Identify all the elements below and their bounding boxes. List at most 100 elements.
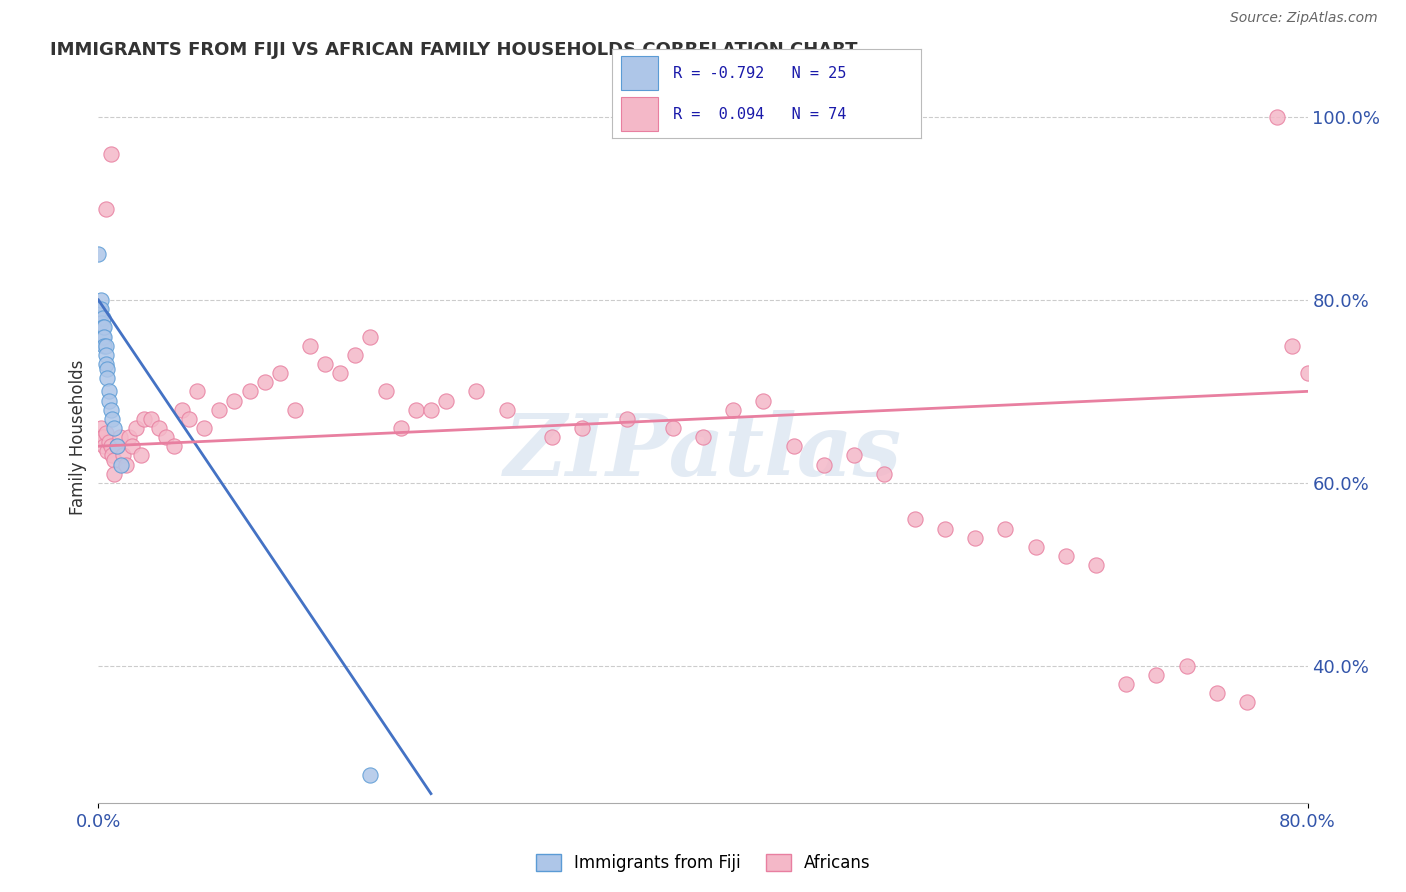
Point — [98, 434, 121, 449]
Text: R = -0.792   N = 25: R = -0.792 N = 25 — [673, 66, 846, 80]
Point — [98, 384, 121, 399]
Text: R =  0.094   N = 74: R = 0.094 N = 74 — [673, 107, 846, 121]
Point — [405, 402, 427, 417]
Point — [125, 421, 148, 435]
Point — [1296, 366, 1319, 380]
Bar — [621, 97, 658, 131]
Point — [616, 411, 638, 425]
Point — [1054, 549, 1077, 563]
Point — [1144, 667, 1167, 681]
Point — [239, 384, 262, 399]
Point — [93, 339, 115, 353]
Y-axis label: Family Households: Family Households — [69, 359, 87, 515]
Point — [783, 439, 806, 453]
Point — [89, 430, 111, 444]
Point — [118, 430, 141, 444]
Point — [91, 329, 114, 343]
Point — [90, 316, 112, 330]
Point — [93, 329, 115, 343]
Text: ZIPatlas: ZIPatlas — [503, 410, 903, 493]
Point — [163, 439, 186, 453]
Point — [96, 443, 118, 458]
Point — [100, 146, 122, 161]
Point — [360, 329, 382, 343]
Point — [344, 348, 367, 362]
Point — [1206, 686, 1229, 700]
Point — [186, 384, 208, 399]
Point — [360, 768, 382, 782]
Point — [253, 376, 276, 390]
Point — [155, 430, 177, 444]
Point — [299, 339, 322, 353]
Point — [904, 512, 927, 526]
Point — [1175, 658, 1198, 673]
Point — [723, 402, 745, 417]
Point — [389, 421, 412, 435]
Point — [94, 202, 117, 216]
Point — [94, 425, 117, 440]
Point — [434, 393, 457, 408]
Point — [179, 411, 201, 425]
Point — [90, 293, 112, 307]
Point — [1236, 695, 1258, 709]
Point — [314, 357, 336, 371]
Point — [87, 247, 110, 261]
Point — [844, 449, 866, 463]
Legend: Immigrants from Fiji, Africans: Immigrants from Fiji, Africans — [529, 847, 877, 879]
Point — [90, 421, 112, 435]
Point — [96, 361, 118, 376]
Point — [108, 430, 131, 444]
Point — [114, 458, 136, 472]
Text: Source: ZipAtlas.com: Source: ZipAtlas.com — [1230, 12, 1378, 25]
Text: IMMIGRANTS FROM FIJI VS AFRICAN FAMILY HOUSEHOLDS CORRELATION CHART: IMMIGRANTS FROM FIJI VS AFRICAN FAMILY H… — [51, 41, 858, 59]
Point — [1024, 540, 1046, 554]
Point — [465, 384, 488, 399]
Point — [91, 311, 114, 326]
Point — [103, 421, 125, 435]
Point — [873, 467, 896, 481]
Point — [813, 458, 835, 472]
Point — [100, 402, 122, 417]
Point — [752, 393, 775, 408]
Point — [121, 439, 143, 453]
Point — [284, 402, 307, 417]
Point — [94, 339, 117, 353]
Point — [105, 439, 128, 453]
Point — [374, 384, 396, 399]
Point — [1267, 110, 1289, 124]
Point — [934, 521, 956, 535]
Point — [224, 393, 246, 408]
Point — [93, 320, 115, 334]
Point — [208, 402, 231, 417]
Point — [90, 301, 112, 317]
Point — [89, 311, 111, 326]
Point — [269, 366, 291, 380]
Point — [193, 421, 215, 435]
Point — [96, 370, 118, 384]
Point — [101, 411, 124, 425]
Point — [132, 411, 155, 425]
Point — [661, 421, 683, 435]
Point — [103, 453, 125, 467]
Point — [105, 439, 128, 453]
Point — [94, 348, 117, 362]
Point — [94, 357, 117, 371]
Point — [420, 402, 443, 417]
Point — [994, 521, 1017, 535]
Point — [101, 449, 124, 463]
Point — [141, 411, 163, 425]
Point — [89, 301, 111, 317]
Point — [1085, 558, 1108, 573]
Point — [129, 449, 152, 463]
Point — [148, 421, 170, 435]
Point — [495, 402, 517, 417]
Point — [91, 430, 114, 444]
Point — [111, 449, 134, 463]
Point — [103, 467, 125, 481]
Point — [98, 393, 121, 408]
Point — [1281, 339, 1303, 353]
Point — [1115, 677, 1137, 691]
Point — [110, 458, 132, 472]
Point — [329, 366, 352, 380]
Point — [100, 439, 122, 453]
